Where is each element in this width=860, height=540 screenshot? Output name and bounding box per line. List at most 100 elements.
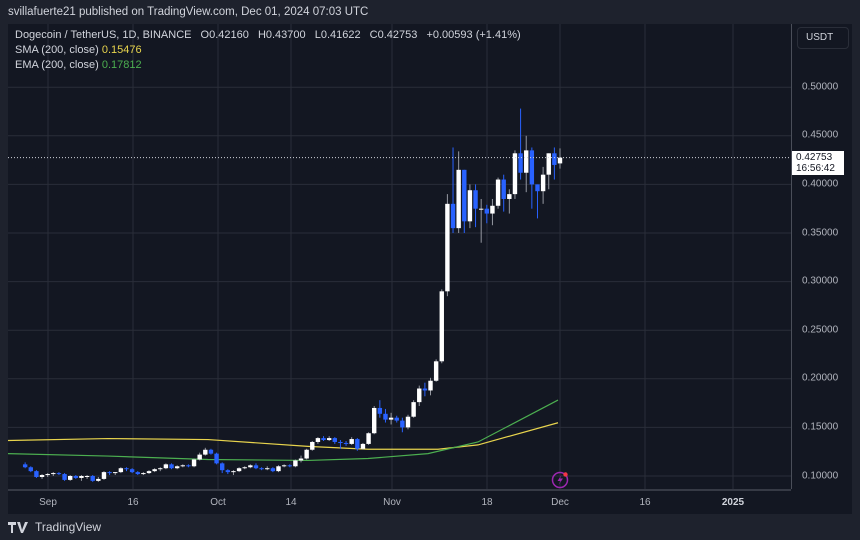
candle-up [84,476,90,477]
candle-up [118,468,124,473]
candle-up [315,438,321,442]
candle-up [236,468,242,472]
price-tick: 0.40000 [802,178,839,190]
sma-line [8,422,559,450]
sma-indicator-row[interactable]: SMA (200, close) 0.15476 [15,43,521,58]
candle-down [214,453,219,464]
time-tick: 14 [285,497,297,508]
price-tick: 0.35000 [802,227,839,239]
candle-down [552,153,557,165]
price-tick: 0.10000 [802,470,839,482]
candle-up [51,473,56,475]
low-value: L0.41622 [314,29,361,41]
symbol-row: Dogecoin / TetherUS, 1D, BINANCE O0.4216… [15,28,521,43]
candle-up [158,468,163,470]
candle-down [383,413,388,420]
tradingview-brand[interactable]: TradingView [8,520,101,534]
time-tick: 18 [481,497,493,508]
time-tick: 16 [127,497,139,508]
candlestick-chart [8,24,791,489]
publisher-caption: svillafuerte21 published on TradingView.… [8,6,369,18]
candle-up [310,441,315,450]
candle-down [450,203,456,229]
candle-down [343,442,349,444]
candle-down [107,472,112,474]
time-tick: Oct [210,497,226,508]
candle-down [473,190,478,209]
candle-up [349,439,354,444]
price-axis[interactable]: USDT 0.50000 0.45000 0.40000 0.35000 0.3… [791,24,853,489]
candle-down [518,153,523,173]
candle-up [366,433,371,444]
chart-frame: Dogecoin / TetherUS, 1D, BINANCE O0.4216… [8,24,852,514]
brand-name: TradingView [35,520,102,534]
candle-up [388,417,394,420]
candle-down [338,441,343,443]
candle-up [445,203,450,292]
candle-up [39,475,45,477]
candle-up [163,464,169,469]
candle-up [405,416,411,428]
candle-up [411,402,416,417]
candle-down [220,463,225,471]
candle-down [400,420,405,428]
candle-up [557,157,563,164]
candle-up [242,467,247,469]
candle-up [495,179,501,206]
candle-down [124,468,129,470]
time-tick: Nov [383,497,401,508]
candle-down [259,468,264,470]
ema-indicator-row[interactable]: EMA (200, close) 0.17812 [15,58,521,73]
candle-up [439,291,444,362]
candle-down [135,472,140,475]
candle-up [276,466,281,472]
candle-down [34,471,39,477]
chart-plot-area[interactable]: Dogecoin / TetherUS, 1D, BINANCE O0.4216… [8,24,791,489]
candle-up [146,471,152,474]
candle-up [478,208,484,210]
candle-down [394,417,399,421]
close-value: C0.42753 [369,29,418,41]
price-tick: 0.15000 [802,421,839,433]
candle-down [484,208,490,214]
candle-up [174,466,180,469]
event-lightning-icon[interactable] [551,471,569,489]
candle-down [90,476,95,481]
candle-down [355,439,360,449]
candle-down [129,469,135,473]
sma-label: SMA (200, close) [15,44,99,56]
candle-up [524,150,529,173]
last-price-label: 0.42753 16:56:42 [792,151,844,175]
candle-up [512,153,518,195]
candle-down [321,438,326,441]
price-tick: 0.50000 [802,81,839,93]
candle-up [467,190,473,222]
candle-down [169,464,174,469]
change-value: +0.00593 (+1.41%) [426,29,521,41]
candle-up [281,465,287,467]
candle-down [422,388,428,391]
candle-up [540,174,546,192]
candle-up [326,438,332,441]
candle-up [67,476,73,480]
tradingview-logo-icon [8,521,28,533]
candle-down [253,465,259,469]
candle-down [186,465,191,467]
candle-down [462,169,467,222]
ema-value: 0.17812 [101,59,142,71]
currency-button[interactable]: USDT [797,27,849,49]
candle-up [304,449,309,459]
time-tick: 16 [639,497,651,508]
candle-down [501,179,506,199]
candle-up [507,194,512,199]
candle-up [417,388,422,403]
candle-down [287,465,292,467]
candle-down [56,473,62,475]
candle-down [62,474,67,480]
sma-value: 0.15476 [101,44,142,56]
last-price-value: 0.42753 [796,152,833,163]
symbol-title[interactable]: Dogecoin / TetherUS, 1D, BINANCE [15,29,192,41]
price-tick: 0.45000 [802,129,839,141]
time-axis[interactable]: Sep 16 Oct 14 Nov 18 Dec 16 2025 [8,489,791,516]
candle-down [208,449,214,454]
